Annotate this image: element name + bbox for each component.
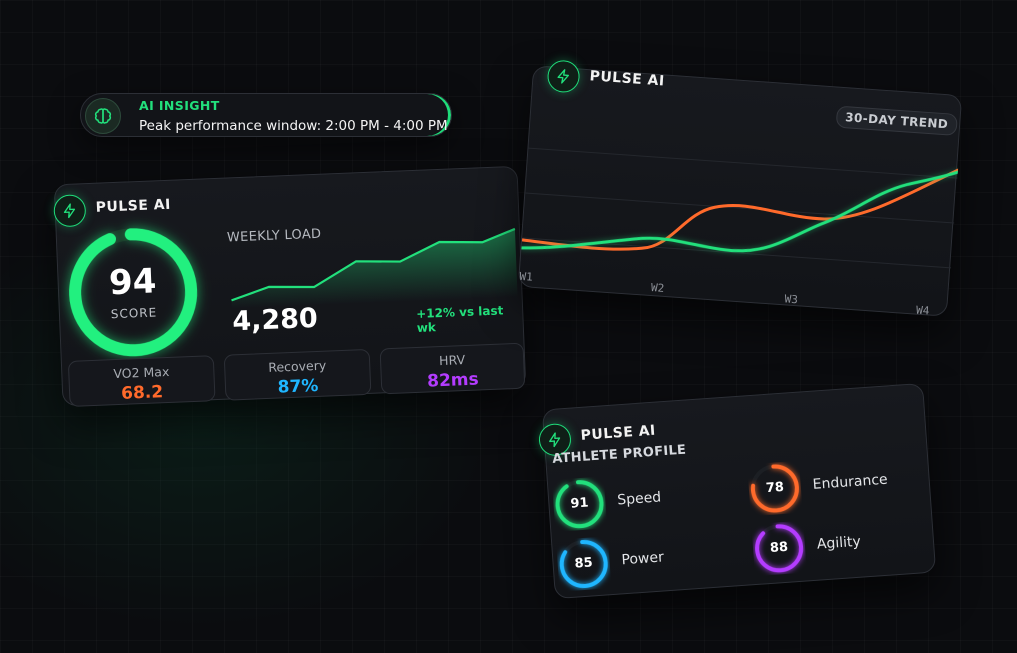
bolt-icon bbox=[53, 194, 87, 228]
x-tick: W2 bbox=[650, 281, 665, 295]
trend-range-badge[interactable]: 30-DAY TREND bbox=[835, 105, 958, 136]
stat-hrv: HRV 82ms bbox=[379, 342, 526, 395]
ai-insight-banner[interactable]: AI INSIGHT Peak performance window: 2:00… bbox=[80, 93, 452, 137]
insight-title: AI INSIGHT bbox=[139, 98, 220, 113]
weekly-load-delta: +12% vs last wk bbox=[415, 303, 504, 335]
attribute-value: 88 bbox=[769, 539, 789, 556]
brain-icon bbox=[85, 98, 121, 134]
score-ring: 94 SCORE bbox=[60, 220, 206, 366]
stat-value: 68.2 bbox=[120, 382, 164, 404]
brand-name: PULSE AI bbox=[95, 196, 172, 216]
stat-label: VO2 Max bbox=[113, 363, 170, 382]
attribute-agility: 88 Agility bbox=[751, 512, 924, 580]
attribute-name: Speed bbox=[616, 489, 662, 509]
stat-label: Recovery bbox=[267, 357, 327, 375]
attribute-name: Agility bbox=[816, 533, 862, 553]
bolt-icon bbox=[546, 59, 581, 94]
x-tick: W3 bbox=[784, 292, 799, 307]
trend-card[interactable]: PULSE AI 30-DAY TREND W1 W2 W3 W4 bbox=[517, 59, 963, 318]
score-value: 94 bbox=[108, 261, 158, 304]
attribute-value: 85 bbox=[574, 555, 594, 572]
stat-vo2max: VO2 Max 68.2 bbox=[67, 355, 216, 407]
athlete-profile-card[interactable]: PULSE AI ATHLETE PROFILE 91 Speed 78 End… bbox=[537, 382, 937, 600]
trend-line-orange bbox=[520, 168, 960, 251]
x-tick: W4 bbox=[915, 303, 930, 318]
stat-label: HRV bbox=[438, 352, 466, 369]
weekly-load-value: 4,280 bbox=[231, 302, 319, 338]
attribute-endurance: 78 Endurance bbox=[747, 453, 920, 521]
score-card[interactable]: PULSE AI 94 SCORE WEEKLY LOAD 4,280 +12%… bbox=[53, 165, 527, 407]
stat-recovery: Recovery 87% bbox=[223, 348, 372, 401]
attribute-value: 78 bbox=[765, 479, 785, 497]
stat-value: 87% bbox=[277, 375, 319, 398]
brand-name: PULSE AI bbox=[580, 422, 657, 444]
bolt-icon bbox=[537, 422, 573, 457]
weekly-load-sparkline bbox=[231, 227, 518, 309]
attribute-power: 85 Power bbox=[556, 528, 729, 596]
attribute-name: Power bbox=[620, 549, 665, 569]
attribute-value: 91 bbox=[569, 495, 590, 512]
brand-name: PULSE AI bbox=[589, 68, 666, 90]
attribute-speed: 91 Speed bbox=[552, 468, 725, 536]
insight-message: Peak performance window: 2:00 PM - 4:00 … bbox=[139, 118, 448, 134]
x-tick: W1 bbox=[519, 269, 534, 284]
trend-line-green bbox=[520, 170, 960, 253]
stat-value: 82ms bbox=[426, 369, 480, 392]
attribute-name: Endurance bbox=[812, 471, 889, 493]
profile-title: ATHLETE PROFILE bbox=[551, 442, 687, 467]
trend-chart bbox=[520, 147, 960, 269]
